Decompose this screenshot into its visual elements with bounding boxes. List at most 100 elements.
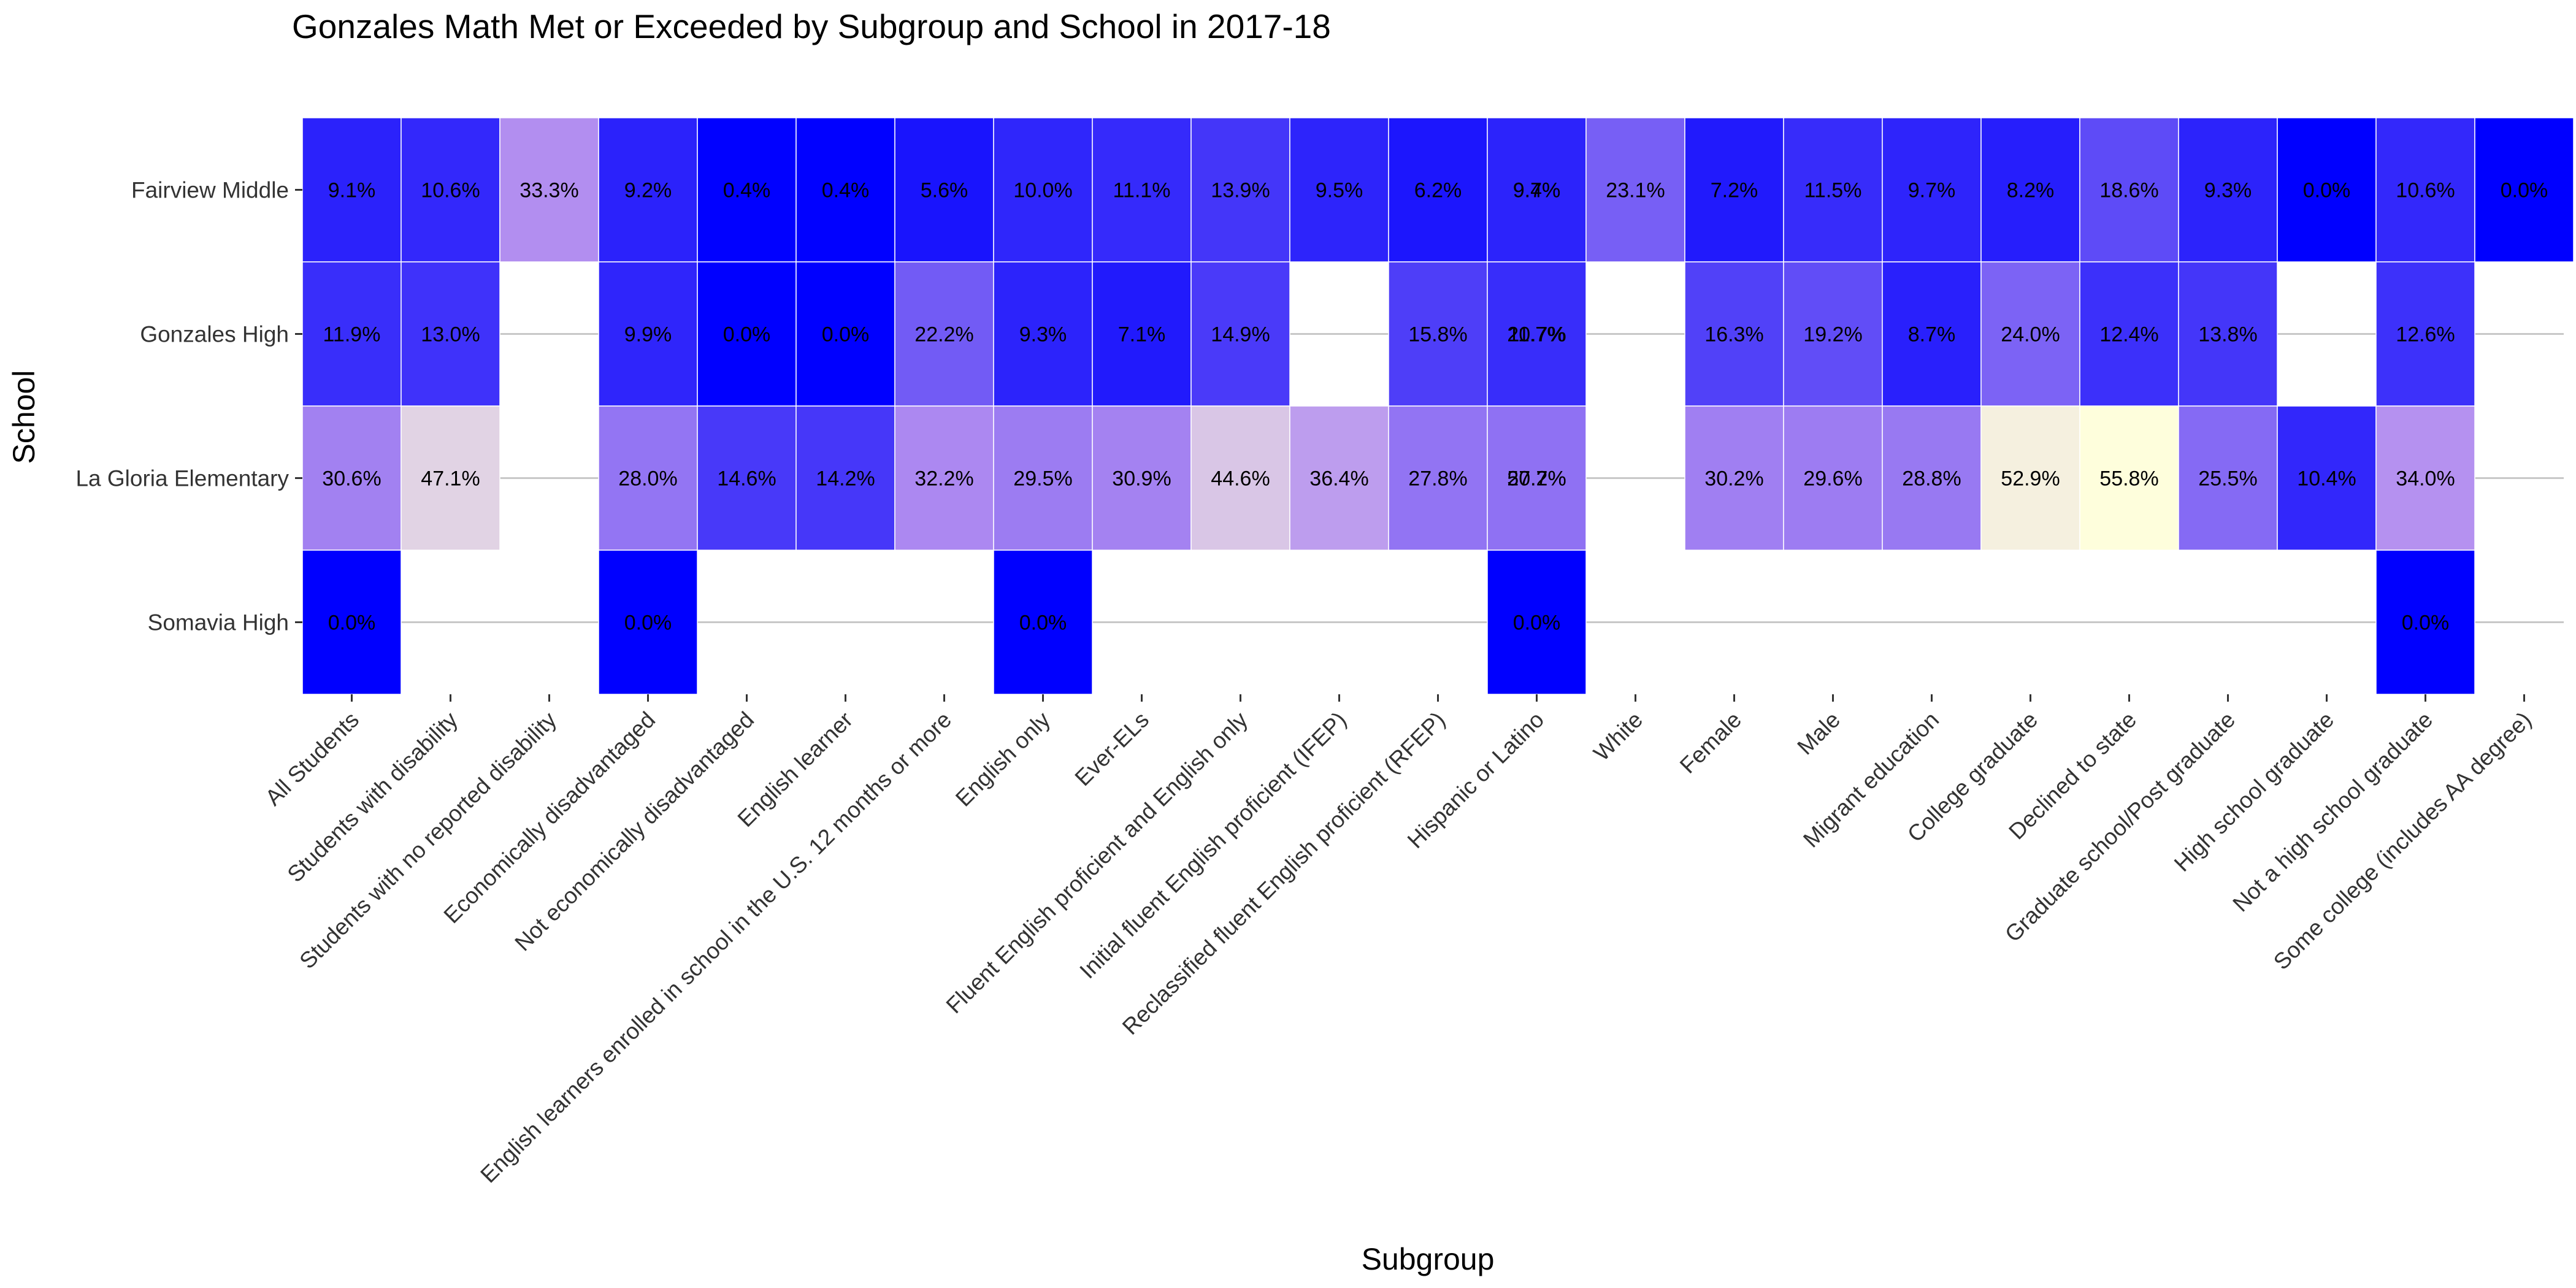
- heatmap-cell: [1190, 405, 1290, 551]
- cell-value-label: 18.6%: [2099, 179, 2158, 202]
- cell-value-label: 13.0%: [421, 323, 480, 347]
- heatmap-cell: [302, 261, 402, 407]
- cell-value-label: 8.2%: [2007, 179, 2055, 202]
- heatmap-cell: [2375, 117, 2475, 263]
- cell-value-label: 9.5%: [1316, 179, 1363, 202]
- cell-value-label: 9.7%: [1908, 179, 1956, 202]
- cell-value-label: 30.9%: [1112, 467, 1171, 491]
- heatmap-cell: [2474, 117, 2574, 263]
- cell-value-label: 9.3%: [2204, 179, 2252, 202]
- cell-label-layer: 9.1% 10.6% 33.3% 9.2% 0.4% 0.4% 5.6% 10.0% 11.1%…: [322, 179, 2548, 635]
- cell-value-label: 30.2%: [1704, 467, 1763, 491]
- heatmap-cell: [598, 550, 698, 695]
- cell-value-label: 0.0%: [723, 323, 771, 347]
- cell-value-label: 27.8%: [1408, 467, 1467, 491]
- cell-value-label: 32.2%: [914, 467, 973, 491]
- y-tick-label: Gonzales High: [140, 322, 289, 347]
- cell-value-label: 9.4%: [1513, 179, 1561, 202]
- chart-title: Gonzales Math Met or Exceeded by Subgrou…: [292, 7, 1331, 45]
- heatmap-cell: [1289, 405, 1389, 551]
- heatmap-cell: [1684, 261, 1784, 407]
- heatmap-cell: [2277, 117, 2377, 263]
- heatmap-cell: [1092, 261, 1192, 407]
- heatmap-cell: [993, 405, 1093, 551]
- cell-value-label: 0.0%: [2501, 179, 2548, 202]
- cell-value-label: 28.0%: [618, 467, 677, 491]
- heatmap-cell: [894, 405, 994, 551]
- cell-layer: [302, 117, 2574, 695]
- cell-value-label: 15.8%: [1408, 323, 1467, 347]
- heatmap-cell: [2375, 261, 2475, 407]
- heatmap-cell: [1092, 405, 1192, 551]
- cell-value-label: 23.1%: [1606, 179, 1665, 202]
- heatmap-cell: [993, 550, 1093, 695]
- cell-value-label: 0.0%: [624, 611, 672, 635]
- heatmap-cell: [1388, 117, 1488, 263]
- cell-value-label: 24.0%: [2001, 323, 2060, 347]
- cell-value-label: 0.0%: [822, 323, 870, 347]
- cell-value-label: 34.0%: [2396, 467, 2455, 491]
- x-tick-label: English learners enrolled in school in t…: [475, 707, 956, 1188]
- heatmap-cell: [2277, 405, 2377, 551]
- cell-value-label: 14.2%: [816, 467, 875, 491]
- cell-value-label: 14.6%: [717, 467, 776, 491]
- cell-value-label: 7.2%: [1711, 179, 1758, 202]
- cell-value-label: 0.4%: [822, 179, 870, 202]
- cell-value-label: 6.2%: [1414, 179, 1462, 202]
- heatmap-cell: [1882, 261, 1982, 407]
- x-tick-label: Female: [1675, 707, 1746, 778]
- cell-value-label: 11.5%: [1804, 179, 1862, 202]
- cell-value-label: 9.2%: [624, 179, 672, 202]
- heatmap-cell: [1980, 405, 2080, 551]
- y-tick-label: Fairview Middle: [131, 178, 289, 203]
- heatmap-cell: [894, 261, 994, 407]
- cell-value-label: 28.8%: [1902, 467, 1961, 491]
- x-tick-label: Male: [1792, 707, 1845, 760]
- cell-value-label: 0.0%: [2303, 179, 2351, 202]
- x-tick-label: Not a high school graduate: [2228, 707, 2437, 917]
- heatmap-cell: [894, 117, 994, 263]
- heatmap-cell: [302, 117, 402, 263]
- cell-value-label: 55.8%: [2099, 467, 2158, 491]
- x-axis-title: Subgroup: [1362, 1242, 1495, 1276]
- cell-value-label: 9.9%: [624, 323, 672, 347]
- cell-value-label: 10.4%: [2297, 467, 2356, 491]
- cell-value-label: 22.2%: [914, 323, 973, 347]
- cell-value-label: 33.3%: [519, 179, 578, 202]
- heatmap-cell: [401, 405, 500, 551]
- heatmap-cell: [1487, 550, 1587, 695]
- heatmap-cell: [697, 405, 797, 551]
- cell-value-label: 7.1%: [1118, 323, 1166, 347]
- cell-value-label: 25.5%: [2198, 467, 2257, 491]
- cell-value-label: 19.2%: [1803, 323, 1862, 347]
- x-tick-label: All Students: [261, 707, 364, 811]
- cell-value-label: 0.0%: [1513, 611, 1561, 635]
- heatmap-cell: [1585, 117, 1685, 263]
- heatmap-cell: [1487, 261, 1587, 407]
- cell-value-label: 47.1%: [421, 467, 480, 491]
- y-tick-label: Somavia High: [148, 610, 289, 635]
- heatmap-cell: [499, 117, 599, 263]
- heatmap-cell: [2079, 117, 2179, 263]
- cell-value-label: 12.4%: [2099, 323, 2158, 347]
- cell-value-label: 20.7%: [1507, 323, 1566, 347]
- heatmap-cell: [2178, 405, 2278, 551]
- cell-value-label: 0.0%: [328, 611, 376, 635]
- cell-value-label: 11.1%: [1113, 179, 1171, 202]
- heatmap-cell: [1487, 405, 1587, 551]
- heatmap-cell: [598, 261, 698, 407]
- heatmap-cell: [1190, 261, 1290, 407]
- cell-value-label: 30.6%: [322, 467, 381, 491]
- x-tick-label: Economically disadvantaged: [439, 707, 661, 929]
- cell-value-label: 10.6%: [421, 179, 480, 202]
- cell-value-label: 52.9%: [2001, 467, 2060, 491]
- heatmap-cell: [2178, 117, 2278, 263]
- heatmap-cell: [1388, 261, 1488, 407]
- heatmap-cell: [2375, 405, 2475, 551]
- y-tick-label: La Gloria Elementary: [75, 466, 289, 491]
- heatmap-cell: [1783, 405, 1883, 551]
- cell-value-label: 10.6%: [2396, 179, 2455, 202]
- cell-value-label: 10.0%: [1013, 179, 1072, 202]
- cell-value-label: 16.3%: [1704, 323, 1763, 347]
